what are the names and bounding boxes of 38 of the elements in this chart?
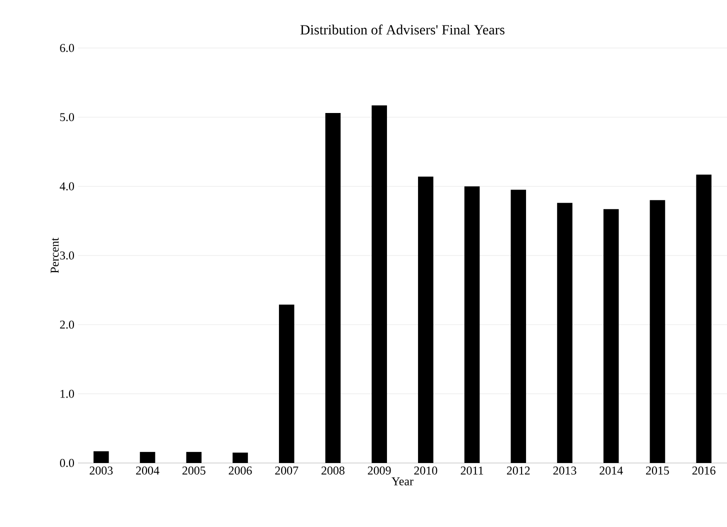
y-tick-label: 3.0 [60, 251, 74, 260]
y-tick-label: 2.0 [60, 320, 74, 329]
bar [696, 174, 712, 463]
bar [278, 304, 294, 463]
y-tick-label: 4.0 [60, 182, 74, 190]
bar [510, 190, 526, 463]
y-tick-label: 1.0 [60, 390, 74, 398]
x-tick-label: 2015 [646, 466, 669, 475]
bar [325, 113, 341, 463]
x-tick-label: 2006 [228, 466, 252, 475]
chart-title: Distribution of Advisers' Final Years [300, 24, 504, 34]
bar [650, 200, 666, 463]
x-tick-label: 2012 [506, 466, 530, 475]
x-tick-label: 2010 [414, 466, 438, 475]
bar [557, 202, 572, 463]
x-tick-label: 2003 [90, 466, 113, 475]
y-tick-label: 5.0 [60, 113, 74, 122]
x-tick-label: 2004 [136, 466, 160, 475]
x-tick-label: 2005 [182, 466, 206, 475]
x-tick-label: 2007 [275, 466, 298, 475]
bar [464, 186, 480, 463]
y-axis-title: Percent [50, 238, 59, 274]
x-tick-label: 2009 [368, 466, 391, 475]
y-tick-label: 6.0 [60, 44, 74, 52]
x-tick-label: 2013 [553, 466, 576, 475]
bar [603, 209, 619, 463]
y-tick-label: 0.0 [60, 458, 74, 468]
x-tick-label: 2014 [600, 466, 623, 475]
bar [94, 451, 109, 463]
x-tick-label: 2008 [322, 466, 344, 475]
bar [140, 452, 156, 463]
bar [372, 105, 387, 463]
x-tick-label: 2011 [460, 466, 484, 475]
x-axis-title: Year [392, 477, 414, 486]
bar [418, 176, 434, 463]
bar [186, 452, 202, 463]
bar [232, 452, 248, 463]
x-tick-label: 2016 [692, 466, 716, 475]
